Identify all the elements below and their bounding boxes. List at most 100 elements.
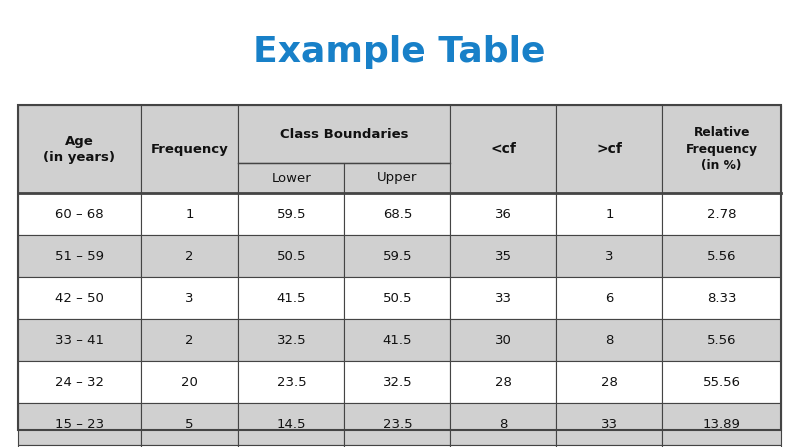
Text: 8.33: 8.33 [707, 291, 737, 304]
Bar [238, 163, 344, 193]
Text: 36: 36 [495, 207, 512, 220]
Text: 3: 3 [605, 249, 614, 262]
Text: Class Boundaries: Class Boundaries [280, 127, 408, 140]
Text: 2: 2 [185, 333, 194, 346]
Bar [18, 319, 141, 361]
Bar [662, 403, 781, 445]
Bar [556, 361, 662, 403]
Bar [451, 361, 556, 403]
Text: 68.5: 68.5 [383, 207, 412, 220]
Bar [344, 277, 451, 319]
Bar [344, 319, 451, 361]
Bar [662, 193, 781, 235]
Bar [344, 403, 451, 445]
Text: 55.56: 55.56 [702, 375, 741, 388]
Bar [238, 445, 344, 447]
Text: 59.5: 59.5 [383, 249, 412, 262]
Bar [141, 193, 238, 235]
Bar [451, 235, 556, 277]
Bar [451, 319, 556, 361]
Bar [556, 193, 662, 235]
Bar [18, 403, 141, 445]
Text: 33 – 41: 33 – 41 [55, 333, 104, 346]
Bar [662, 235, 781, 277]
Text: Frequency: Frequency [151, 143, 229, 156]
Bar [238, 193, 344, 235]
Bar [141, 403, 238, 445]
Text: 50.5: 50.5 [383, 291, 412, 304]
Text: 28: 28 [495, 375, 512, 388]
Text: Lower: Lower [272, 172, 312, 185]
Bar [662, 445, 781, 447]
Text: 33: 33 [495, 291, 512, 304]
Text: 8: 8 [605, 333, 614, 346]
Text: 2.78: 2.78 [707, 207, 737, 220]
Bar [141, 235, 238, 277]
Text: 20: 20 [181, 375, 198, 388]
Text: 6: 6 [605, 291, 614, 304]
Bar [18, 445, 141, 447]
Bar [18, 193, 141, 235]
Bar [344, 445, 451, 447]
Text: Relative
Frequency
(in %): Relative Frequency (in %) [686, 127, 757, 172]
Text: 23.5: 23.5 [276, 375, 306, 388]
Text: 5: 5 [185, 417, 194, 430]
Bar [556, 445, 662, 447]
Bar [141, 105, 238, 193]
Text: 32.5: 32.5 [383, 375, 412, 388]
Text: 33: 33 [601, 417, 618, 430]
Text: >cf: >cf [596, 142, 622, 156]
Text: Age
(in years): Age (in years) [43, 135, 116, 164]
Text: 60 – 68: 60 – 68 [55, 207, 104, 220]
Text: 5.56: 5.56 [707, 249, 737, 262]
Bar [451, 403, 556, 445]
Text: 41.5: 41.5 [276, 291, 306, 304]
Bar [18, 105, 141, 193]
Bar [451, 193, 556, 235]
Text: 30: 30 [495, 333, 512, 346]
Bar [556, 235, 662, 277]
Text: Upper: Upper [377, 172, 418, 185]
Bar [238, 403, 344, 445]
Bar [344, 235, 451, 277]
Bar [141, 361, 238, 403]
Bar [238, 319, 344, 361]
Bar [556, 403, 662, 445]
Bar [556, 105, 662, 193]
Text: 1: 1 [605, 207, 614, 220]
Bar [141, 445, 238, 447]
Text: 35: 35 [495, 249, 512, 262]
Bar [344, 361, 451, 403]
Bar [662, 105, 781, 193]
Text: 32.5: 32.5 [276, 333, 306, 346]
Text: 5.56: 5.56 [707, 333, 737, 346]
Bar [451, 277, 556, 319]
Bar [662, 319, 781, 361]
Text: 24 – 32: 24 – 32 [55, 375, 104, 388]
Bar [18, 361, 141, 403]
Bar [18, 105, 781, 430]
Bar [662, 361, 781, 403]
Text: 50.5: 50.5 [276, 249, 306, 262]
Text: 15 – 23: 15 – 23 [55, 417, 104, 430]
Text: 1: 1 [185, 207, 194, 220]
Bar [344, 193, 451, 235]
Text: 59.5: 59.5 [276, 207, 306, 220]
Bar [238, 277, 344, 319]
Text: 41.5: 41.5 [383, 333, 412, 346]
Bar [556, 319, 662, 361]
Text: 14.5: 14.5 [276, 417, 306, 430]
Bar [451, 445, 556, 447]
Bar [344, 163, 451, 193]
Text: 8: 8 [499, 417, 507, 430]
Bar [451, 105, 556, 193]
Bar [18, 235, 141, 277]
Text: 28: 28 [601, 375, 618, 388]
Text: 3: 3 [185, 291, 194, 304]
Bar [238, 361, 344, 403]
Text: 51 – 59: 51 – 59 [55, 249, 104, 262]
Text: 13.89: 13.89 [702, 417, 741, 430]
Text: 23.5: 23.5 [383, 417, 412, 430]
Bar [18, 277, 141, 319]
Bar [238, 235, 344, 277]
